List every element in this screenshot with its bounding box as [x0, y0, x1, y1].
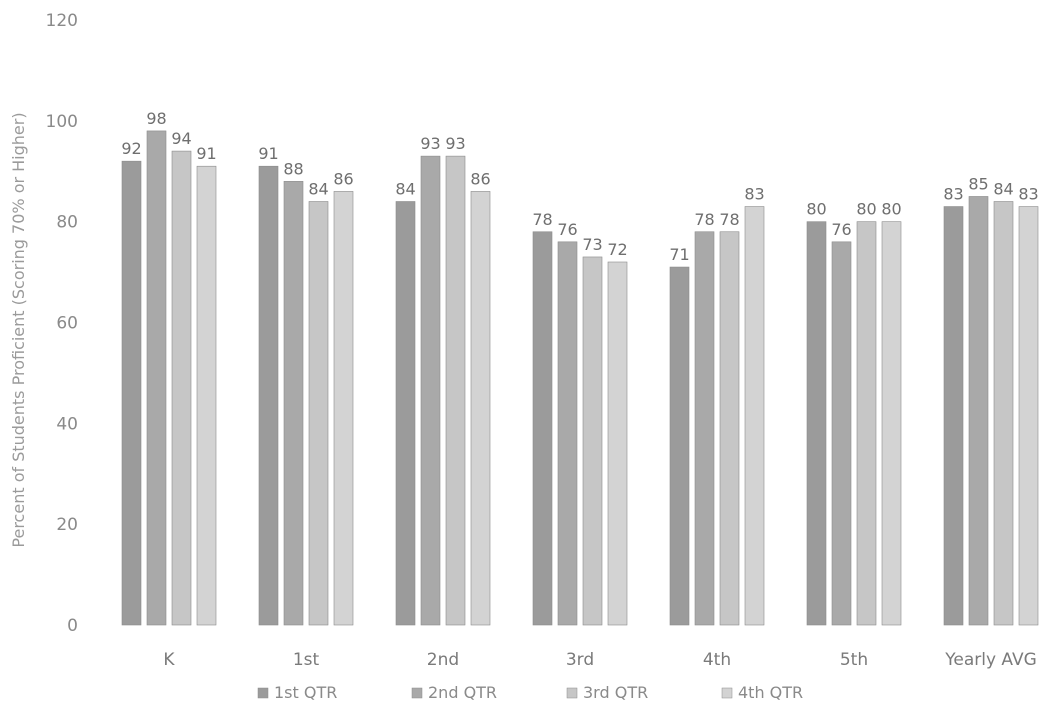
- data-label: 94: [171, 129, 191, 148]
- y-tick-label: 0: [67, 616, 78, 636]
- data-label: 98: [146, 109, 166, 128]
- bar: [582, 256, 603, 626]
- bar: [445, 155, 466, 626]
- data-label: 76: [557, 220, 577, 239]
- data-label: 78: [694, 210, 714, 229]
- bar: [532, 231, 553, 626]
- data-label: 92: [121, 139, 141, 158]
- data-label: 91: [196, 144, 216, 163]
- bar: [121, 160, 142, 626]
- legend-label: 3rd QTR: [583, 683, 648, 702]
- x-tick-label: 2nd: [427, 650, 459, 670]
- bar: [993, 201, 1014, 626]
- bar: [1018, 206, 1039, 626]
- data-label: 83: [943, 185, 963, 204]
- y-tick-label: 20: [56, 515, 78, 535]
- data-label: 84: [993, 180, 1013, 199]
- data-label: 72: [607, 240, 627, 259]
- legend-swatch: [257, 687, 269, 699]
- legend-swatch: [566, 687, 578, 699]
- bar: [283, 181, 304, 626]
- data-label: 84: [308, 180, 328, 199]
- bar: [196, 165, 217, 626]
- bar: [694, 231, 715, 626]
- bar: [146, 130, 167, 626]
- data-label: 80: [806, 200, 826, 219]
- data-label: 88: [283, 159, 303, 178]
- x-tick-label: 1st: [293, 650, 320, 670]
- data-label: 93: [420, 134, 440, 153]
- data-label: 83: [744, 185, 764, 204]
- bar: [171, 150, 192, 626]
- y-tick-label: 40: [56, 414, 78, 434]
- data-label: 78: [719, 210, 739, 229]
- data-label: 85: [968, 174, 988, 193]
- bar: [557, 241, 578, 626]
- x-axis-categories: K 1st 2nd 3rd 4th 5th Yearly AVG: [163, 650, 1036, 670]
- data-label: 83: [1018, 185, 1038, 204]
- data-label: 73: [582, 235, 602, 254]
- x-tick-label: 3rd: [566, 650, 594, 670]
- bar: [856, 221, 877, 626]
- y-axis-ticks: 0 20 40 60 80 100 120: [46, 11, 78, 636]
- bar: [744, 206, 765, 626]
- bars: [121, 130, 1039, 626]
- legend-label: 2nd QTR: [428, 683, 497, 702]
- x-tick-label: 5th: [840, 650, 868, 670]
- bar: [881, 221, 902, 626]
- bar: [333, 191, 354, 626]
- bar: [806, 221, 827, 626]
- y-axis-label: Percent of Students Proficient (Scoring …: [9, 112, 28, 547]
- bar: [308, 201, 329, 626]
- y-tick-label: 80: [56, 213, 78, 233]
- bar: [669, 266, 690, 626]
- legend-swatch: [411, 687, 423, 699]
- legend-swatch: [721, 687, 733, 699]
- bar: [395, 201, 416, 626]
- bar: [831, 241, 852, 626]
- legend: 1st QTR 2nd QTR 3rd QTR 4th QTR: [257, 683, 803, 702]
- y-tick-label: 60: [56, 314, 78, 334]
- x-tick-label: 4th: [703, 650, 731, 670]
- data-label: 76: [831, 220, 851, 239]
- bar: [968, 196, 989, 626]
- y-tick-label: 100: [46, 112, 78, 132]
- data-label: 86: [333, 169, 353, 188]
- data-label: 93: [445, 134, 465, 153]
- bar: [470, 191, 491, 626]
- data-label: 80: [881, 200, 901, 219]
- bar: [258, 165, 279, 626]
- legend-label: 4th QTR: [738, 683, 803, 702]
- legend-label: 1st QTR: [274, 683, 337, 702]
- data-label: 80: [856, 200, 876, 219]
- x-tick-label: K: [163, 650, 175, 670]
- x-tick-label: Yearly AVG: [944, 650, 1037, 670]
- data-label: 71: [669, 245, 689, 264]
- data-label: 78: [532, 210, 552, 229]
- data-label: 86: [470, 169, 490, 188]
- bar: [943, 206, 964, 626]
- bar: [719, 231, 740, 626]
- bar: [607, 261, 628, 626]
- bar: [420, 155, 441, 626]
- data-labels: 92 98 94 91 91 88 84 86 84 93 93 86 78 76 73 72 71 78 78 83…: [121, 109, 1038, 264]
- y-tick-label: 120: [46, 11, 78, 31]
- data-label: 91: [258, 144, 278, 163]
- data-label: 84: [395, 180, 415, 199]
